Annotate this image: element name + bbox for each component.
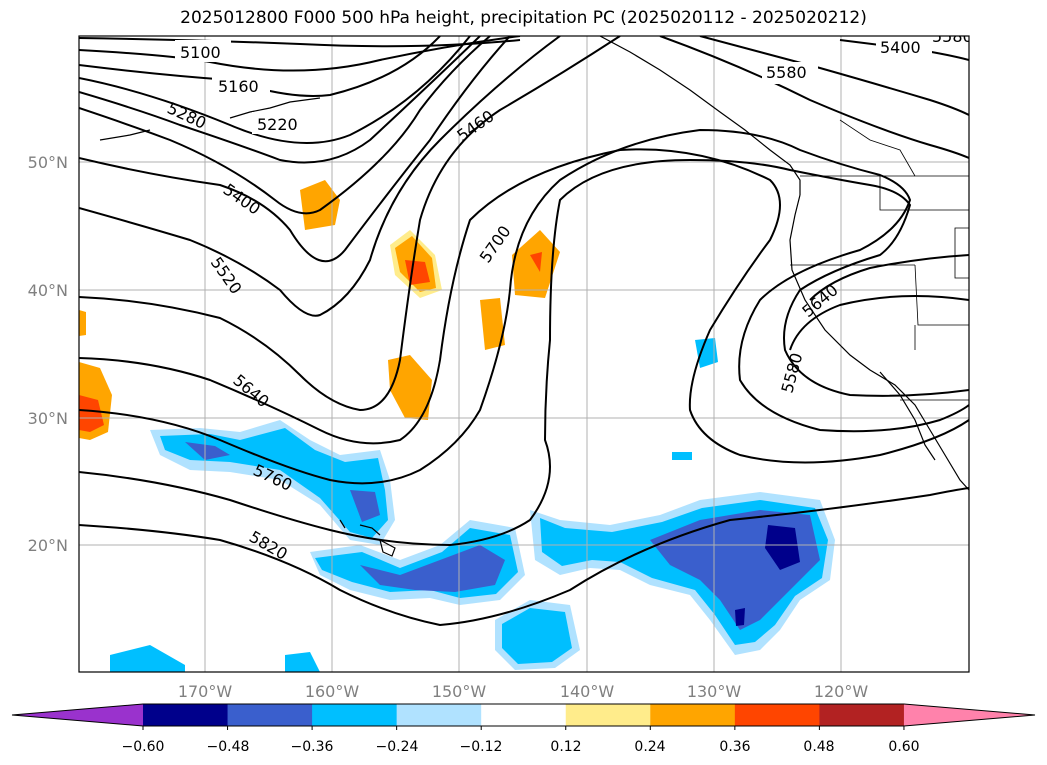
lon-label-160w: 160°W bbox=[305, 682, 360, 701]
lon-label-170w: 170°W bbox=[178, 682, 233, 701]
lon-label-120w: 120°W bbox=[814, 682, 869, 701]
colorbar-swatch bbox=[481, 704, 567, 726]
colorbar-swatch bbox=[565, 704, 651, 726]
colorbar-tick-label: 0.12 bbox=[550, 739, 581, 755]
height-contours bbox=[79, 36, 969, 627]
colorbar-swatch bbox=[312, 704, 398, 726]
contour-label-5580-northeast: 5580 bbox=[932, 27, 973, 46]
lat-label-20n: 20°N bbox=[28, 536, 68, 555]
colorbar-tick-labels: −0.60 −0.48 −0.36 −0.24 −0.12 0.12 0.24 … bbox=[122, 739, 920, 755]
lat-label-30n: 30°N bbox=[28, 409, 68, 428]
colorbar-tick-label: −0.12 bbox=[460, 739, 503, 755]
colorbar-tick-label: 0.60 bbox=[888, 739, 919, 755]
map-title: 2025012800 F000 500 hPa height, precipit… bbox=[180, 8, 867, 28]
contour-label-5100: 5100 bbox=[180, 43, 221, 62]
positive-precip-shading bbox=[79, 180, 560, 440]
longitude-labels: 170°W 160°W 150°W 140°W 130°W 120°W bbox=[178, 682, 869, 701]
lon-label-130w: 130°W bbox=[687, 682, 742, 701]
colorbar-extend-max bbox=[903, 704, 1035, 726]
colorbar-tick-label: 0.24 bbox=[634, 739, 665, 755]
colorbar-tick-label: 0.36 bbox=[719, 739, 750, 755]
contour-label-5580-north: 5580 bbox=[766, 63, 807, 82]
colorbar bbox=[11, 703, 1036, 730]
contour-label-5400-east: 5400 bbox=[880, 38, 921, 57]
colorbar-tick-label: 0.48 bbox=[803, 739, 834, 755]
latitude-labels: 50°N 40°N 30°N 20°N bbox=[28, 153, 68, 555]
colorbar-swatch bbox=[396, 704, 482, 726]
map-frame bbox=[78, 35, 970, 673]
lon-label-140w: 140°W bbox=[560, 682, 615, 701]
colorbar-extend-min bbox=[12, 704, 143, 726]
contour-label-5220: 5220 bbox=[257, 115, 298, 134]
lat-label-50n: 50°N bbox=[28, 153, 68, 172]
colorbar-tick-label: −0.60 bbox=[122, 739, 165, 755]
contour-label-5160: 5160 bbox=[218, 77, 259, 96]
coastlines bbox=[99, 36, 969, 557]
lon-label-150w: 150°W bbox=[432, 682, 487, 701]
colorbar-swatch bbox=[819, 704, 905, 726]
colorbar-swatch bbox=[650, 704, 736, 726]
colorbar-tick-label: −0.48 bbox=[207, 739, 250, 755]
lat-label-40n: 40°N bbox=[28, 281, 68, 300]
colorbar-swatch bbox=[227, 704, 313, 726]
colorbar-tick-label: −0.24 bbox=[376, 739, 419, 755]
map-plot: 5100 5160 5220 5280 5400 5460 5520 5580 … bbox=[79, 27, 973, 672]
colorbar-swatch bbox=[734, 704, 820, 726]
colorbar-swatch bbox=[143, 704, 229, 726]
colorbar-tick-label: −0.36 bbox=[291, 739, 334, 755]
